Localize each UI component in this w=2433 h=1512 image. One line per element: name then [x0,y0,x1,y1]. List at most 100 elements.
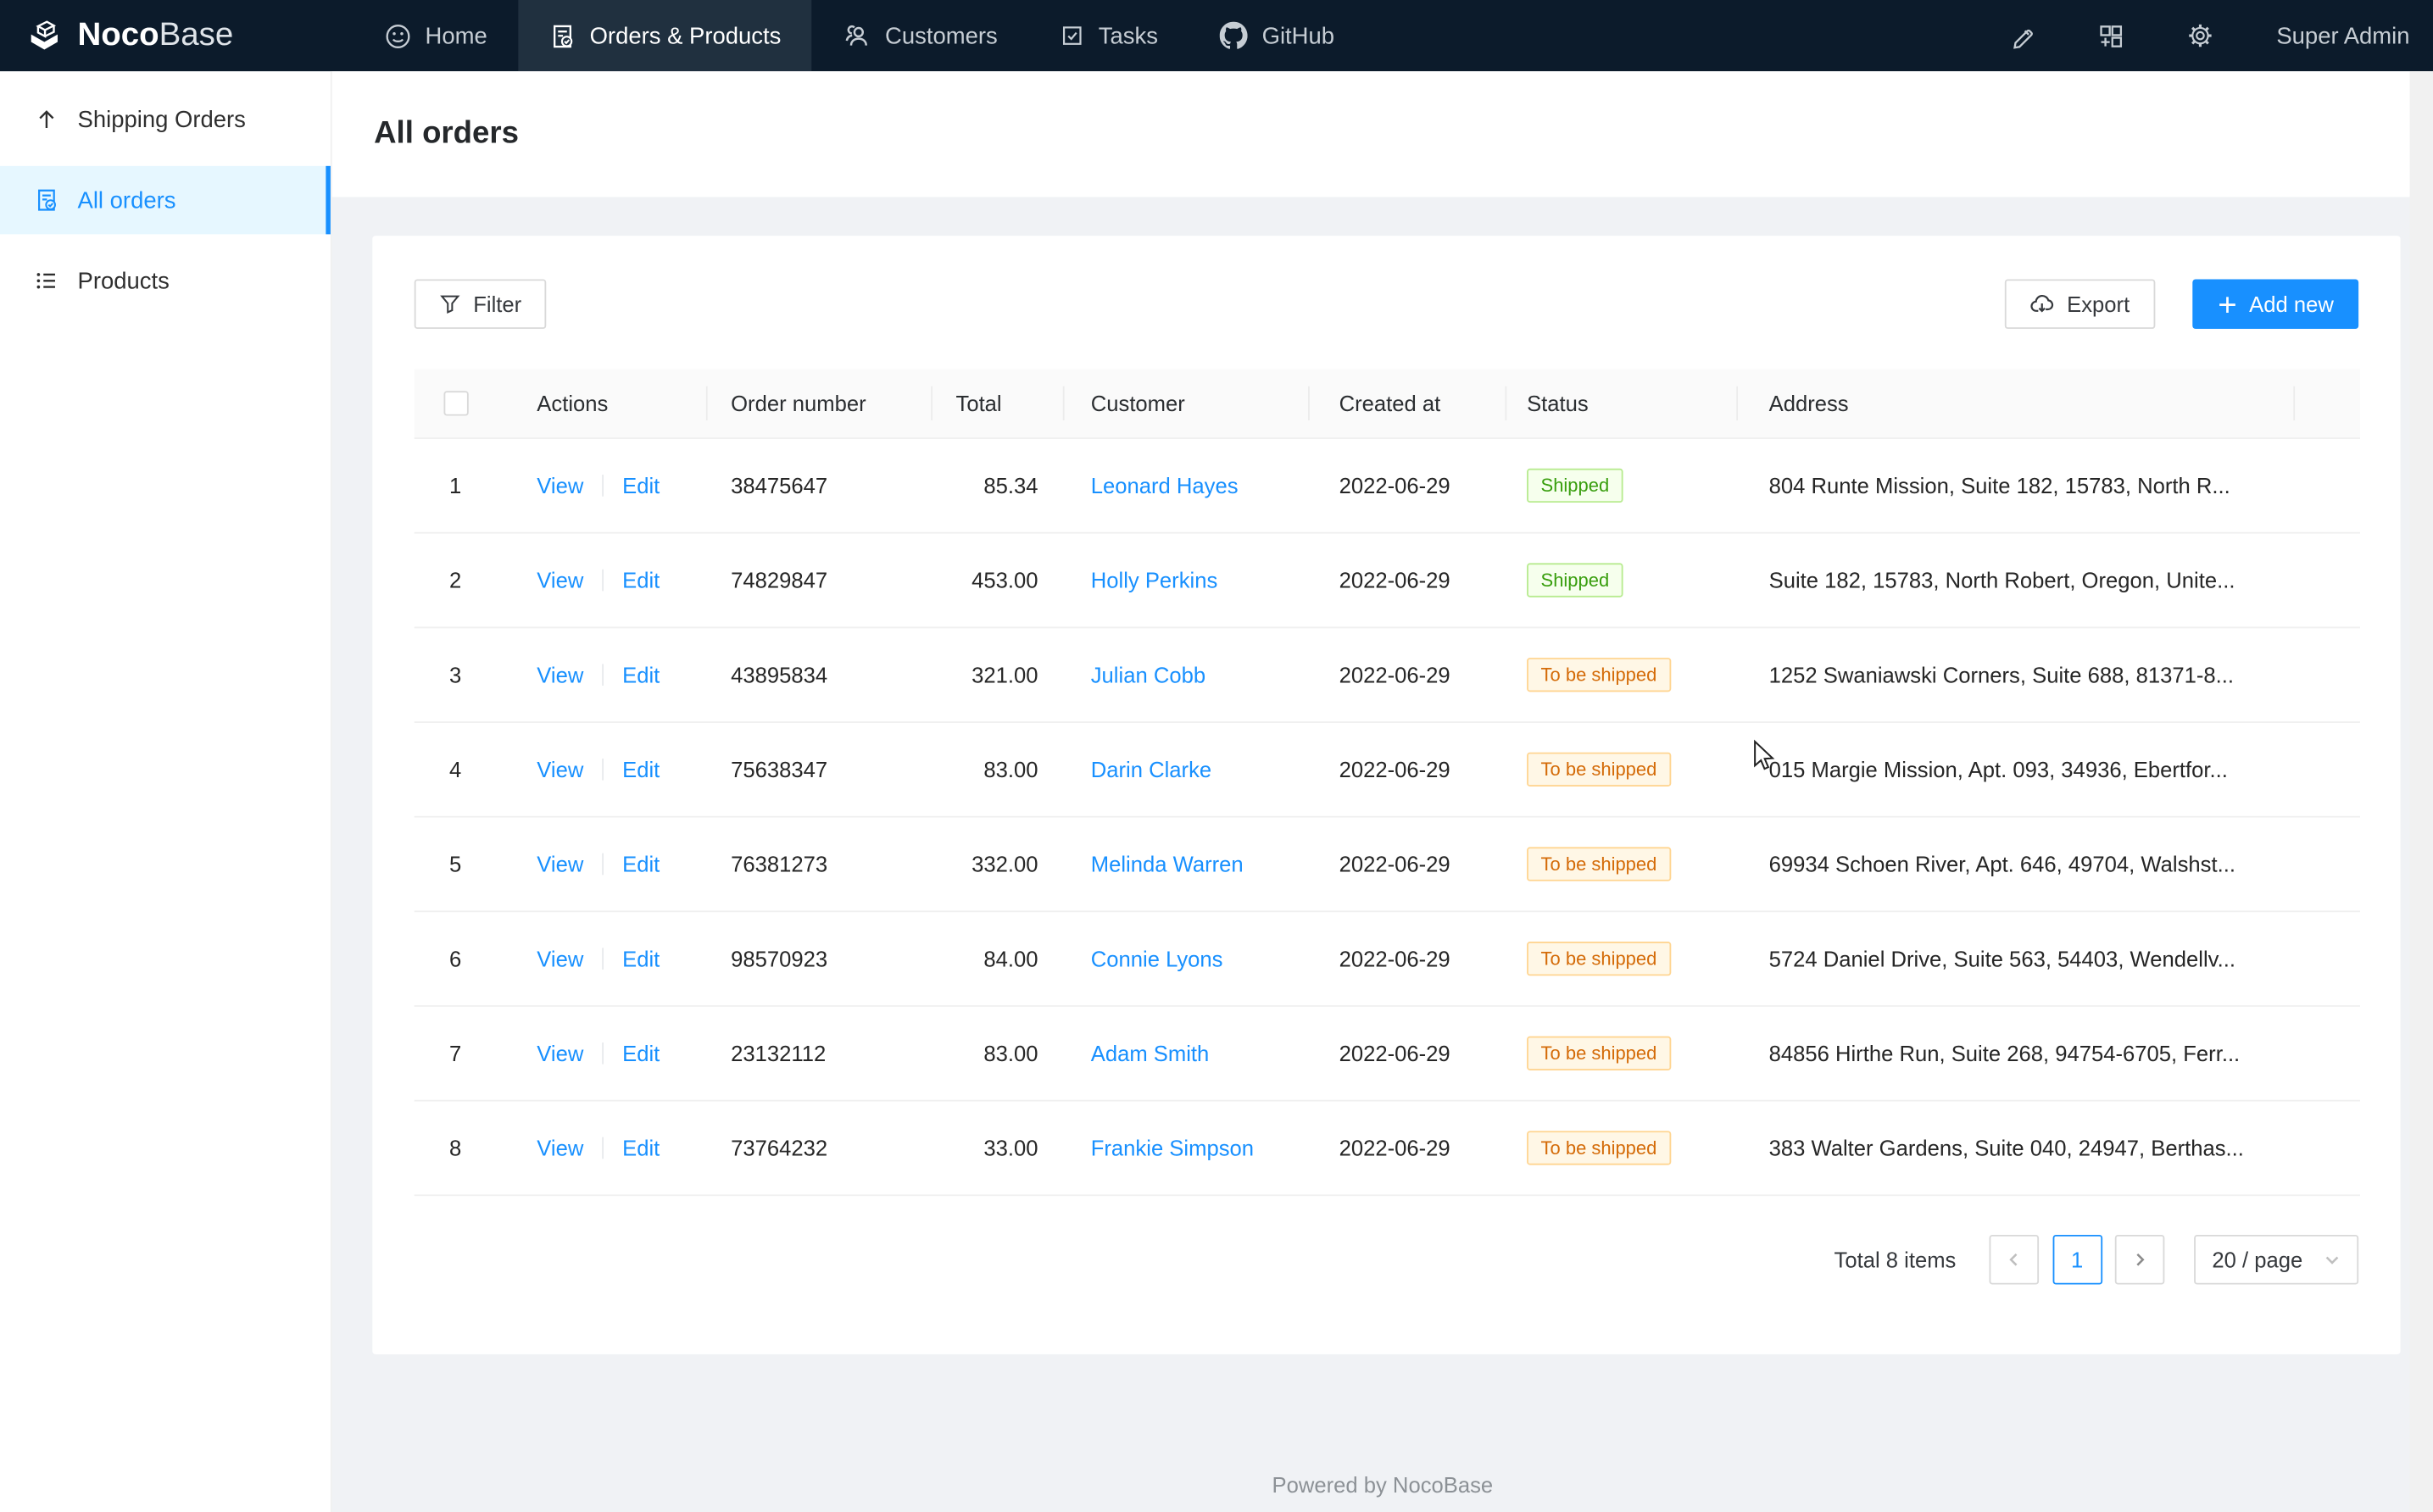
previous-page-button[interactable] [1988,1234,2039,1285]
edit-link[interactable]: Edit [622,662,660,687]
column-header-order-number: Order number [706,370,931,438]
nav-item-label: Customers [885,22,998,49]
edit-link[interactable]: Edit [622,946,660,971]
customer-link[interactable]: Darin Clarke [1090,757,1212,782]
edit-link[interactable]: Edit [622,851,660,877]
nav-item-tasks[interactable]: Tasks [1028,0,1189,71]
row-index: 8 [449,1135,462,1161]
nav-item-github[interactable]: GitHub [1189,0,1366,71]
header-checkbox-cell [415,370,497,438]
customer-link[interactable]: Holly Perkins [1090,567,1218,593]
page-size-select[interactable]: 20 / page [2193,1234,2359,1285]
nav-item-customers[interactable]: Customers [812,0,1028,71]
action-divider [602,569,604,592]
nav-item-label: Tasks [1098,22,1158,49]
status-cell: Shipped [1505,468,1736,503]
view-link[interactable]: View [537,567,584,593]
customer-link[interactable]: Julian Cobb [1090,662,1206,687]
address-cell: 69934 Schoen River, Apt. 646, 49704, Wal… [1768,851,2235,877]
sidebar-item-label: Shipping Orders [77,106,246,133]
edit-link[interactable]: Edit [622,473,660,498]
nav-item-label: Home [425,22,487,49]
view-link[interactable]: View [537,946,584,971]
status-cell: To be shipped [1505,1036,1736,1070]
scrollbar-track[interactable] [2409,71,2433,1512]
github-icon [1220,21,1249,50]
row-index: 2 [449,567,462,593]
customer-cell: Julian Cobb [1063,663,1308,687]
appstore-add-icon[interactable] [2098,23,2124,49]
nav-item-home[interactable]: Home [354,0,518,71]
view-link[interactable]: View [537,1135,584,1161]
customer-cell: Darin Clarke [1063,757,1308,781]
row-actions: View Edit [497,947,706,971]
table-toolbar: Filter Export [414,279,2359,330]
page-number-1[interactable]: 1 [2052,1234,2102,1285]
edit-link[interactable]: Edit [622,757,660,782]
user-menu[interactable]: Super Admin [2276,22,2410,49]
action-divider [602,853,604,876]
address-cell: 84856 Hirthe Run, Suite 268, 94754-6705,… [1768,1041,2241,1066]
export-button-label: Export [2067,292,2130,317]
customer-link[interactable]: Frankie Simpson [1090,1135,1255,1161]
sidebar-item-label: All orders [77,186,176,214]
total-cell: 83.00 [983,757,1038,782]
customer-link[interactable]: Adam Smith [1090,1041,1210,1066]
customer-link[interactable]: Connie Lyons [1090,946,1223,971]
table-row: 3 View Edit 43895834 321.00 Julian Cobb … [414,628,2360,723]
action-divider [602,475,604,497]
add-new-button[interactable]: Add new [2191,279,2359,330]
filter-icon [439,293,461,315]
status-cell: To be shipped [1505,942,1736,976]
cloud-download-icon [2029,292,2054,316]
top-navbar: NocoBase Home [0,0,2433,72]
sidebar-item-all-orders[interactable]: All orders [0,165,331,235]
select-all-checkbox[interactable] [443,391,468,416]
customer-link[interactable]: Melinda Warren [1090,851,1244,877]
edit-link[interactable]: Edit [622,1041,660,1066]
view-link[interactable]: View [537,851,584,877]
filter-button[interactable]: Filter [414,279,547,330]
column-header-trailing [2293,370,2360,438]
column-header-total: Total [931,370,1063,438]
logo[interactable]: NocoBase [0,17,332,54]
view-link[interactable]: View [537,757,584,782]
row-index: 7 [449,1041,462,1066]
table-header: Actions Order number Total Customer Crea… [414,369,2360,439]
customer-cell: Leonard Hayes [1063,473,1308,498]
check-square-icon [1060,23,1084,47]
column-header-status: Status [1505,370,1736,438]
status-badge: To be shipped [1527,1131,1671,1165]
total-cell: 84.00 [983,946,1038,971]
status-cell: To be shipped [1505,658,1736,692]
sidebar-item-shipping-orders[interactable]: Shipping Orders [0,86,331,154]
edit-link[interactable]: Edit [622,567,660,593]
view-link[interactable]: View [537,662,584,687]
filter-button-label: Filter [473,292,522,317]
view-link[interactable]: View [537,473,584,498]
status-cell: Shipped [1505,563,1736,598]
action-divider [602,1042,604,1065]
customer-link[interactable]: Leonard Hayes [1090,473,1239,498]
gear-icon[interactable] [2186,22,2214,50]
total-cell: 33.00 [983,1135,1038,1161]
row-actions: View Edit [497,1041,706,1065]
total-cell: 321.00 [972,662,1038,687]
status-badge: To be shipped [1527,658,1671,692]
address-cell: 5724 Daniel Drive, Suite 563, 54403, Wen… [1768,946,2235,971]
sidebar-item-products[interactable]: Products [0,247,331,315]
orders-card: Filter Export [372,236,2401,1354]
next-page-button[interactable] [2114,1234,2164,1285]
file-check-icon [549,23,576,49]
edit-link[interactable]: Edit [622,1135,660,1161]
powered-by-footer: Powered by NocoBase [1272,1472,1494,1498]
row-actions: View Edit [497,1136,706,1160]
nav-item-orders-products[interactable]: Orders & Products [518,0,813,72]
highlight-icon[interactable] [2010,23,2036,49]
nav-item-label: Orders & Products [589,22,782,49]
export-button[interactable]: Export [2004,279,2155,330]
view-link[interactable]: View [537,1041,584,1066]
customer-cell: Holly Perkins [1063,568,1308,592]
arrow-up-icon [34,107,58,131]
chevron-left-icon [2006,1252,2021,1267]
